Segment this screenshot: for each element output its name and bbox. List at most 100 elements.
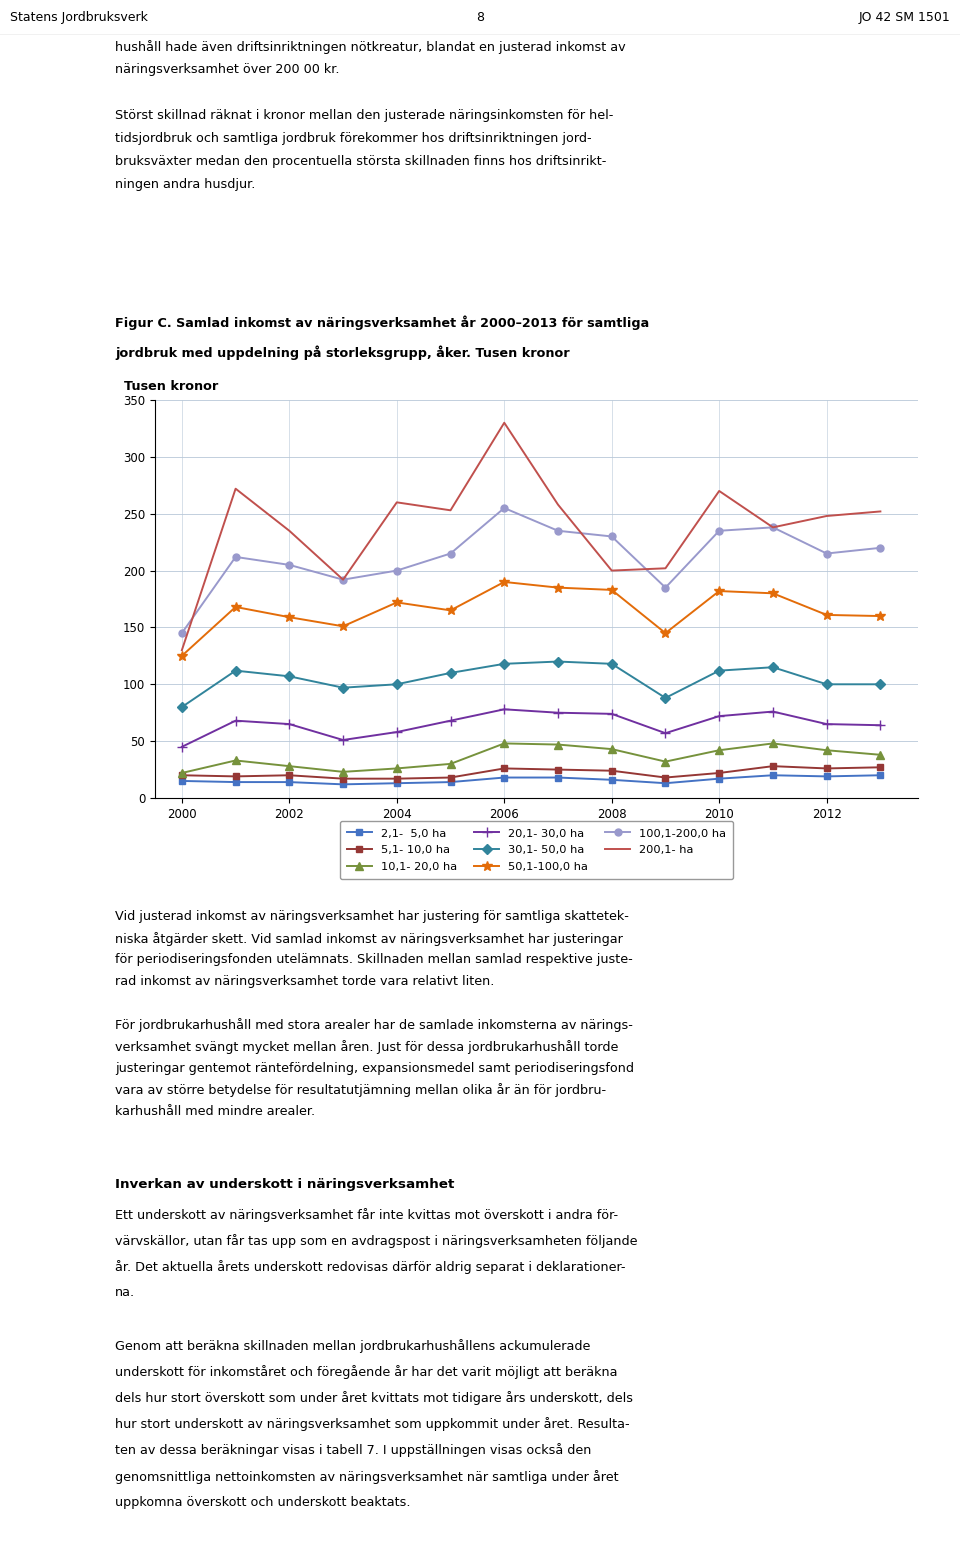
Text: För jordbrukarhushåll med stora arealer har de samlade inkomsterna av närings-: För jordbrukarhushåll med stora arealer … [115,1018,633,1032]
200,1- ha [821,507,832,525]
30,1- 50,0 ha [713,662,725,680]
200,1- ha [283,521,295,539]
30,1- 50,0 ha [444,663,456,682]
Text: jordbruk med uppdelning på storleksgrupp, åker. Tusen kronor: jordbruk med uppdelning på storleksgrupp… [115,346,570,360]
Text: Figur C. Samlad inkomst av näringsverksamhet år 2000–2013 för samtliga: Figur C. Samlad inkomst av näringsverksa… [115,315,650,330]
200,1- ha [606,561,617,580]
5,1- 10,0 ha [713,764,725,783]
50,1-100,0 ha [498,572,510,591]
200,1- ha [552,496,564,515]
50,1-100,0 ha [713,581,725,600]
10,1- 20,0 ha [875,746,886,764]
5,1- 10,0 ha [875,758,886,777]
10,1- 20,0 ha [767,735,779,753]
20,1- 30,0 ha [337,730,348,749]
20,1- 30,0 ha [660,724,671,742]
10,1- 20,0 ha [552,735,564,753]
200,1- ha [660,560,671,578]
Text: hur stort underskott av näringsverksamhet som uppkommit under året. Resulta-: hur stort underskott av näringsverksamhe… [115,1417,630,1431]
2,1-  5,0 ha [660,773,671,792]
10,1- 20,0 ha [606,739,617,758]
Text: bruksväxter medan den procentuella största skillnaden finns hos driftsinrikt-: bruksväxter medan den procentuella störs… [115,155,607,167]
Text: år. Det aktuella årets underskott redovisas därför aldrig separat i deklaratione: år. Det aktuella årets underskott redovi… [115,1260,626,1274]
50,1-100,0 ha [337,617,348,635]
100,1-200,0 ha [767,518,779,536]
Text: genomsnittliga nettoinkomsten av näringsverksamhet när samtliga under året: genomsnittliga nettoinkomsten av närings… [115,1469,619,1483]
30,1- 50,0 ha [606,654,617,673]
200,1- ha [176,640,187,659]
200,1- ha [391,493,402,512]
2,1-  5,0 ha [713,769,725,787]
5,1- 10,0 ha [767,756,779,775]
10,1- 20,0 ha [283,756,295,775]
Text: justeringar gentemot räntefördelning, expansionsmedel samt periodiseringsfond: justeringar gentemot räntefördelning, ex… [115,1062,635,1074]
10,1- 20,0 ha [176,764,187,783]
Text: verksamhet svängt mycket mellan åren. Just för dessa jordbrukarhushåll torde: verksamhet svängt mycket mellan åren. Ju… [115,1040,618,1054]
100,1-200,0 ha [498,499,510,518]
50,1-100,0 ha [767,584,779,603]
10,1- 20,0 ha [444,755,456,773]
50,1-100,0 ha [821,606,832,625]
20,1- 30,0 ha [498,701,510,719]
2,1-  5,0 ha [875,766,886,784]
100,1-200,0 ha [229,547,241,566]
200,1- ha [229,479,241,498]
Text: 8: 8 [476,11,484,23]
Line: 50,1-100,0 ha: 50,1-100,0 ha [177,577,885,660]
30,1- 50,0 ha [552,653,564,671]
Text: Inverkan av underskott i näringsverksamhet: Inverkan av underskott i näringsverksamh… [115,1178,455,1190]
Text: underskott för inkomståret och föregående år har det varit möjligt att beräkna: underskott för inkomståret och föregåend… [115,1366,617,1380]
50,1-100,0 ha [875,606,886,625]
100,1-200,0 ha [176,623,187,642]
5,1- 10,0 ha [821,760,832,778]
200,1- ha [713,482,725,501]
Text: Tusen kronor: Tusen kronor [124,380,218,392]
2,1-  5,0 ha [176,772,187,790]
Text: ningen andra husdjur.: ningen andra husdjur. [115,178,255,191]
10,1- 20,0 ha [391,760,402,778]
Text: vara av större betydelse för resultatutjämning mellan olika år än för jordbru-: vara av större betydelse för resultatutj… [115,1083,607,1097]
10,1- 20,0 ha [337,763,348,781]
5,1- 10,0 ha [176,766,187,784]
Text: för periodiseringsfonden utelämnats. Skillnaden mellan samlad respektive juste-: för periodiseringsfonden utelämnats. Ski… [115,953,633,966]
10,1- 20,0 ha [713,741,725,760]
20,1- 30,0 ha [229,711,241,730]
100,1-200,0 ha [606,527,617,546]
50,1-100,0 ha [176,646,187,665]
5,1- 10,0 ha [498,760,510,778]
Text: uppkomna överskott och underskott beaktats.: uppkomna överskott och underskott beakta… [115,1496,411,1508]
5,1- 10,0 ha [283,766,295,784]
Text: Störst skillnad räknat i kronor mellan den justerade näringsinkomsten för hel-: Störst skillnad räknat i kronor mellan d… [115,109,613,122]
Text: na.: na. [115,1286,135,1299]
20,1- 30,0 ha [875,716,886,735]
200,1- ha [875,502,886,521]
2,1-  5,0 ha [283,773,295,792]
30,1- 50,0 ha [498,654,510,673]
50,1-100,0 ha [444,601,456,620]
30,1- 50,0 ha [337,679,348,698]
50,1-100,0 ha [552,578,564,597]
Line: 10,1- 20,0 ha: 10,1- 20,0 ha [178,739,884,777]
Text: värvskällor, utan får tas upp som en avdragspost i näringsverksamheten följande: värvskällor, utan får tas upp som en avd… [115,1234,637,1248]
50,1-100,0 ha [283,608,295,626]
5,1- 10,0 ha [660,769,671,787]
2,1-  5,0 ha [337,775,348,794]
30,1- 50,0 ha [767,657,779,676]
Line: 100,1-200,0 ha: 100,1-200,0 ha [179,505,884,637]
200,1- ha [444,501,456,519]
10,1- 20,0 ha [229,752,241,770]
30,1- 50,0 ha [229,662,241,680]
Text: tidsjordbruk och samtliga jordbruk förekommer hos driftsinriktningen jord-: tidsjordbruk och samtliga jordbruk förek… [115,132,591,144]
20,1- 30,0 ha [713,707,725,725]
100,1-200,0 ha [875,538,886,556]
100,1-200,0 ha [391,561,402,580]
Text: karhushåll med mindre arealer.: karhushåll med mindre arealer. [115,1105,315,1118]
100,1-200,0 ha [444,544,456,563]
Text: rad inkomst av näringsverksamhet torde vara relativt liten.: rad inkomst av näringsverksamhet torde v… [115,975,494,987]
5,1- 10,0 ha [391,769,402,787]
2,1-  5,0 ha [391,773,402,792]
Line: 20,1- 30,0 ha: 20,1- 30,0 ha [177,704,885,752]
Text: JO 42 SM 1501: JO 42 SM 1501 [858,11,950,23]
5,1- 10,0 ha [606,761,617,780]
Text: Ett underskott av näringsverksamhet får inte kvittas mot överskott i andra för-: Ett underskott av näringsverksamhet får … [115,1207,618,1221]
